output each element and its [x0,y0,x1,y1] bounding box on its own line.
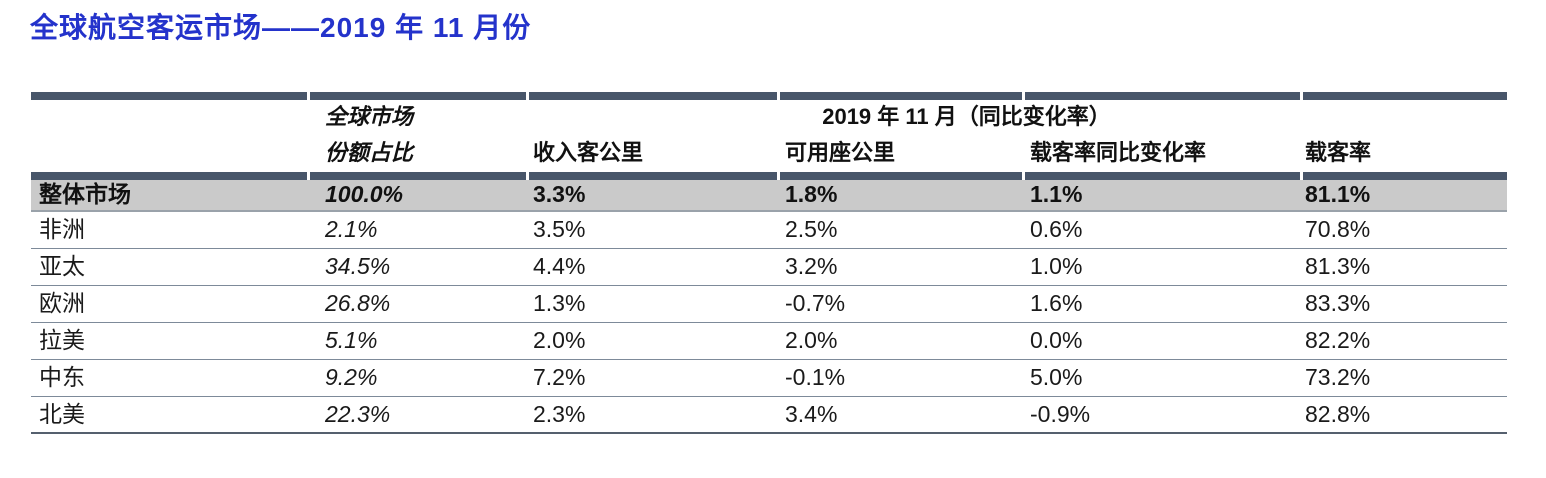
total-row-ask: 1.8% [777,180,1022,212]
region-ask-cell: 3.4% [777,397,1022,434]
region-plf-cell: 81.3% [1300,249,1507,286]
header-blank-cell [31,134,307,172]
region-plf-cell: 82.8% [1300,397,1507,434]
region-plf_change-cell: 1.0% [1022,249,1300,286]
air-passenger-market-table: 全球市场 2019 年 11 月（同比变化率） 份额占比 收入客公里 可用座公里… [31,92,1507,434]
total-row-label: 整体市场 [31,180,307,212]
header-bottom-border-segment [307,172,526,180]
region-plf-cell: 82.2% [1300,323,1507,360]
region-plf_change-cell: -0.9% [1022,397,1300,434]
table-top-border-segment [1300,92,1507,100]
region-plf-cell: 70.8% [1300,212,1507,249]
header-bottom-border-segment [526,172,777,180]
region-plf_change-cell: 5.0% [1022,360,1300,397]
region-plf-cell: 83.3% [1300,286,1507,323]
region-share-cell: 2.1% [307,212,526,249]
total-row-share: 100.0% [307,180,526,212]
region-share-cell: 5.1% [307,323,526,360]
header-blank-cell [31,100,307,134]
header-market-share-line2: 份额占比 [325,139,414,165]
table-top-border-segment [1022,92,1300,100]
header-rpk: 收入客公里 [533,139,644,165]
region-label-cell: 非洲 [31,212,307,249]
region-share-cell: 26.8% [307,286,526,323]
region-rpk-cell: 1.3% [526,286,777,323]
header-plf-change: 载客率同比变化率 [1030,139,1207,165]
page-title: 全球航空客运市场——2019 年 11 月份 [30,12,532,43]
header-ask: 可用座公里 [785,139,896,165]
region-rpk-cell: 7.2% [526,360,777,397]
table-top-border-segment [307,92,526,100]
header-bottom-border-segment [1022,172,1300,180]
total-row-plf-change: 1.1% [1022,180,1300,212]
region-plf_change-cell: 0.6% [1022,212,1300,249]
region-share-cell: 22.3% [307,397,526,434]
region-ask-cell: -0.7% [777,286,1022,323]
region-rpk-cell: 3.5% [526,212,777,249]
table-top-border-segment [31,92,307,100]
region-plf_change-cell: 1.6% [1022,286,1300,323]
region-label-cell: 中东 [31,360,307,397]
header-market-share-line1: 全球市场 [325,103,414,129]
table-top-border-segment [526,92,777,100]
region-label-cell: 拉美 [31,323,307,360]
header-bottom-border-segment [777,172,1022,180]
region-plf_change-cell: 0.0% [1022,323,1300,360]
header-bottom-border-segment [31,172,307,180]
header-group-yoy: 2019 年 11 月（同比变化率） [822,103,1111,129]
region-label-cell: 欧洲 [31,286,307,323]
region-label-cell: 亚太 [31,249,307,286]
header-bottom-border-segment [1300,172,1507,180]
total-row-plf: 81.1% [1300,180,1507,212]
region-share-cell: 9.2% [307,360,526,397]
region-rpk-cell: 2.0% [526,323,777,360]
region-ask-cell: 2.5% [777,212,1022,249]
header-plf: 载客率 [1305,139,1372,165]
region-rpk-cell: 2.3% [526,397,777,434]
region-rpk-cell: 4.4% [526,249,777,286]
region-ask-cell: 3.2% [777,249,1022,286]
region-plf-cell: 73.2% [1300,360,1507,397]
region-label-cell: 北美 [31,397,307,434]
region-ask-cell: -0.1% [777,360,1022,397]
table-top-border-segment [777,92,1022,100]
region-ask-cell: 2.0% [777,323,1022,360]
region-share-cell: 34.5% [307,249,526,286]
total-row-rpk: 3.3% [526,180,777,212]
